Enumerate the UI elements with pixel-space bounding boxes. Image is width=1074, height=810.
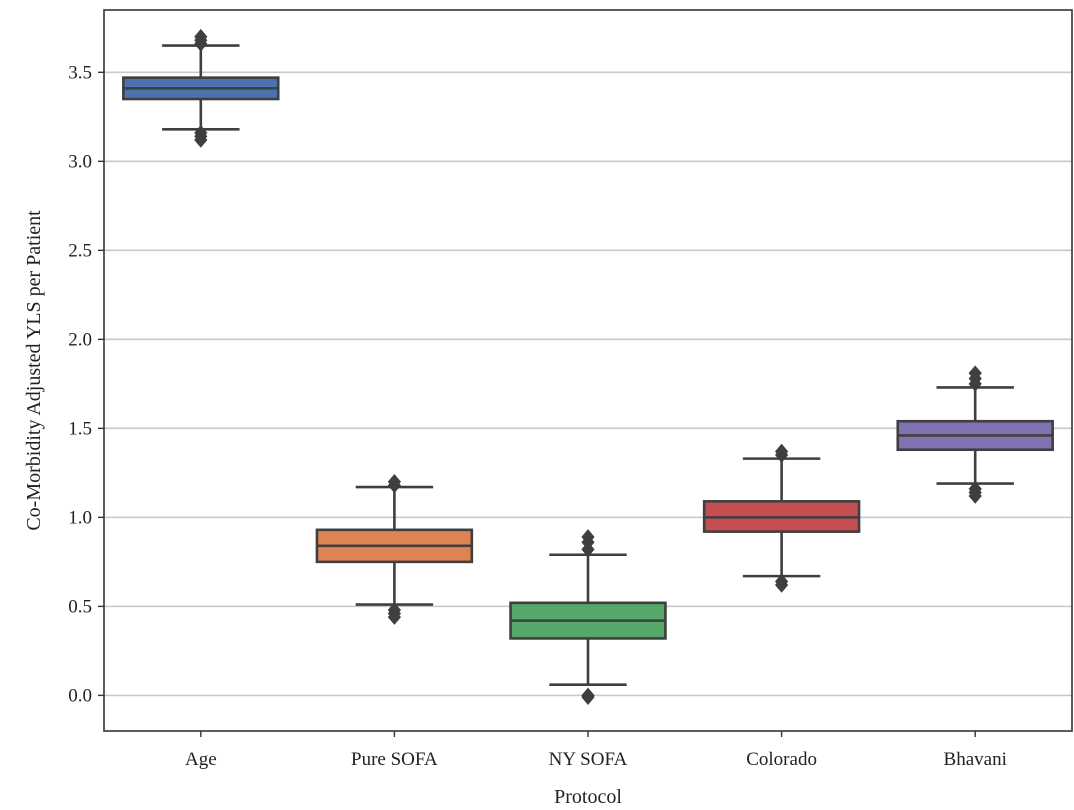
y-axis-label: Co-Morbidity Adjusted YLS per Patient (23, 210, 45, 531)
outlier-point (968, 488, 982, 504)
y-tick-label: 1.0 (68, 507, 92, 528)
x-axis: Age Pure SOFA NY SOFA Colorado Bhavani (185, 731, 1007, 770)
x-tick-label: Bhavani (944, 749, 1007, 770)
outlier-point (387, 473, 402, 490)
x-tick-label: Age (185, 749, 217, 770)
y-tick-label: 1.5 (68, 418, 92, 439)
x-axis-label: Protocol (554, 786, 622, 808)
outlier-point (774, 443, 789, 460)
gridlines (104, 71, 1072, 697)
y-tick-label: 2.0 (68, 329, 92, 350)
box-age (122, 28, 280, 148)
y-tick-label: 0.5 (68, 596, 92, 617)
outlier-point (774, 577, 789, 593)
outlier-point (968, 365, 982, 381)
x-tick-label: NY SOFA (549, 749, 628, 770)
box-bhavani (896, 365, 1054, 504)
box-pure-sofa (315, 473, 474, 625)
outlier-point (194, 28, 208, 45)
outlier-point (581, 529, 595, 545)
box-ny-sofa (509, 529, 667, 705)
x-tick-label: Colorado (746, 749, 817, 770)
outlier-point (581, 689, 595, 705)
x-tick-label: Pure SOFA (351, 749, 438, 770)
outlier-point (387, 609, 402, 625)
y-tick-label: 3.0 (68, 151, 92, 172)
outlier-point (194, 132, 208, 148)
box-colorado (702, 443, 861, 593)
box-series (122, 28, 1054, 705)
y-tick-label: 3.5 (68, 62, 92, 83)
y-tick-label: 0.0 (68, 685, 92, 706)
y-axis: 0.0 0.5 1.0 1.5 2.0 2.5 3.0 3.5 (68, 62, 104, 706)
y-tick-label: 2.5 (68, 240, 92, 261)
